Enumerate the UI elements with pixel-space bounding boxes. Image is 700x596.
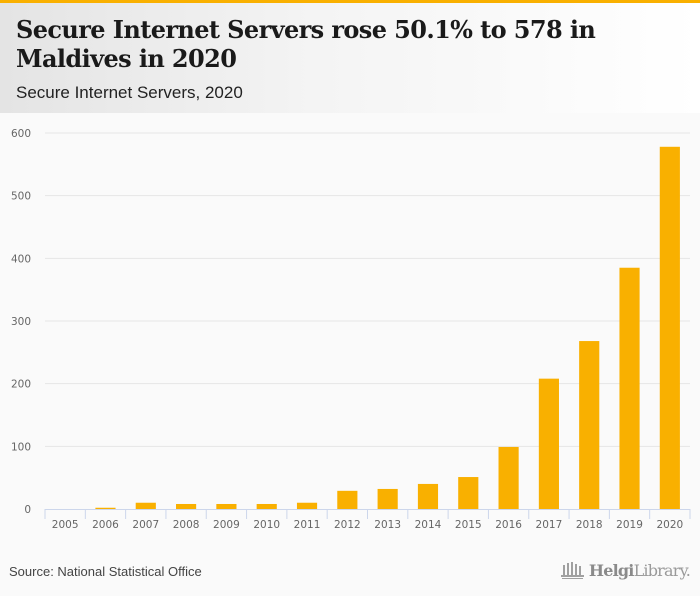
header: Secure Internet Servers rose 50.1% to 57… — [0, 3, 700, 113]
x-tick-label: 2010 — [253, 519, 280, 531]
source-note: Source: National Statistical Office — [9, 564, 202, 579]
bar-2013[interactable] — [377, 488, 398, 509]
x-tick-label: 2006 — [92, 519, 119, 531]
logo-text-bold: Helgi — [588, 560, 634, 580]
x-tick-label: 2012 — [334, 519, 361, 531]
x-tick-label: 2011 — [294, 519, 321, 531]
y-axis-ticks: 0 100 200 300 400 500 600 — [11, 128, 31, 516]
bar-2009[interactable] — [216, 503, 237, 509]
bar-2006[interactable] — [95, 507, 116, 509]
x-tick-label: 2017 — [536, 519, 563, 531]
x-tick-label: 2015 — [455, 519, 482, 531]
x-axis: 2005 2006 2007 2008 2009 2010 2011 2012 2013 2014… — [44, 509, 691, 531]
x-tick-label: 2008 — [173, 519, 200, 531]
bar-chart: 0 100 200 300 400 500 600 2005 2006 2007 2008 2009… — [11, 128, 691, 531]
x-tick-label: 2013 — [374, 519, 401, 531]
chart-subtitle: Secure Internet Servers, 2020 — [16, 83, 243, 102]
y-tick-label: 400 — [11, 253, 31, 265]
bar-2015[interactable] — [458, 477, 479, 509]
bar-2007[interactable] — [135, 502, 156, 509]
bar-2014[interactable] — [417, 483, 439, 509]
x-tick-label: 2016 — [495, 519, 522, 531]
x-tick-label: 2009 — [213, 519, 240, 531]
x-tick-label: 2007 — [132, 519, 159, 531]
accent-bar — [0, 0, 700, 3]
y-tick-label: 600 — [11, 128, 31, 140]
y-tick-label: 200 — [11, 379, 31, 391]
bar-2012[interactable] — [337, 490, 358, 509]
y-tick-label: 0 — [24, 504, 31, 516]
y-tick-label: 500 — [11, 191, 31, 203]
y-tick-label: 100 — [11, 441, 31, 453]
bar-2019[interactable] — [619, 267, 640, 509]
logo-text-light: Library. — [633, 560, 691, 580]
logo-text: HelgiLibrary. — [588, 560, 691, 580]
bar-2010[interactable] — [256, 503, 277, 509]
bar-2020[interactable] — [659, 146, 680, 509]
bar-2011[interactable] — [296, 502, 318, 509]
library-building-icon — [560, 562, 584, 579]
helgi-library-logo[interactable]: HelgiLibrary. — [560, 560, 691, 580]
x-tick-label: 2018 — [576, 519, 603, 531]
bar-2018[interactable] — [579, 341, 600, 509]
bars — [95, 146, 680, 509]
x-tick-label: 2019 — [616, 519, 643, 531]
bar-2008[interactable] — [176, 503, 197, 509]
x-tick-label: 2020 — [656, 519, 683, 531]
x-tick-label: 2014 — [415, 519, 442, 531]
bar-2017[interactable] — [538, 378, 559, 509]
chart-title: Secure Internet Servers rose 50.1% to 57… — [16, 15, 596, 73]
y-tick-label: 300 — [11, 316, 31, 328]
bar-2016[interactable] — [498, 446, 519, 509]
x-tick-label: 2005 — [52, 519, 79, 531]
